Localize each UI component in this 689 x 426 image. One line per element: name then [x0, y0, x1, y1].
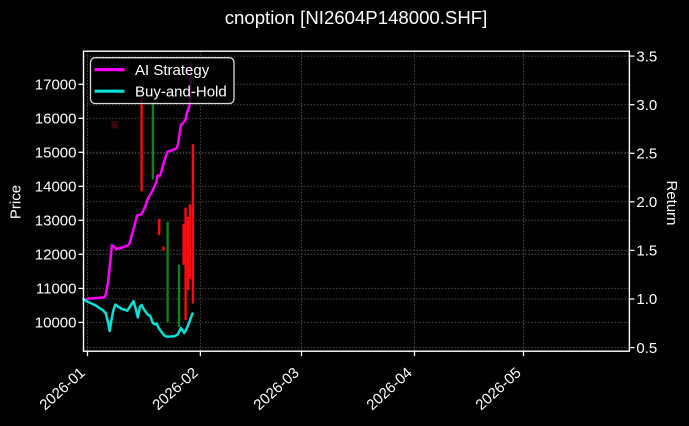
svg-text:2.5: 2.5 [636, 146, 657, 163]
svg-text:Price: Price [7, 185, 24, 219]
svg-text:11000: 11000 [36, 281, 77, 298]
svg-text:0.5: 0.5 [636, 340, 657, 357]
svg-text:cnoption [NI2604P148000.SHF]: cnoption [NI2604P148000.SHF] [225, 7, 488, 28]
svg-text:Return: Return [663, 180, 680, 225]
svg-text:1.5: 1.5 [636, 243, 657, 260]
svg-text:Buy-and-Hold: Buy-and-Hold [135, 84, 227, 101]
svg-text:14000: 14000 [35, 179, 77, 196]
svg-text:17000: 17000 [35, 77, 77, 94]
svg-text:10000: 10000 [35, 315, 77, 332]
svg-text:3.0: 3.0 [636, 97, 657, 114]
svg-text:13000: 13000 [35, 213, 77, 230]
svg-text:3.5: 3.5 [636, 48, 657, 65]
svg-text:16000: 16000 [35, 111, 77, 128]
svg-text:15000: 15000 [35, 145, 77, 162]
svg-text:AI Strategy: AI Strategy [135, 62, 210, 79]
svg-text:2.0: 2.0 [636, 194, 657, 211]
svg-text:1.0: 1.0 [636, 291, 657, 308]
svg-text:12000: 12000 [35, 247, 77, 264]
